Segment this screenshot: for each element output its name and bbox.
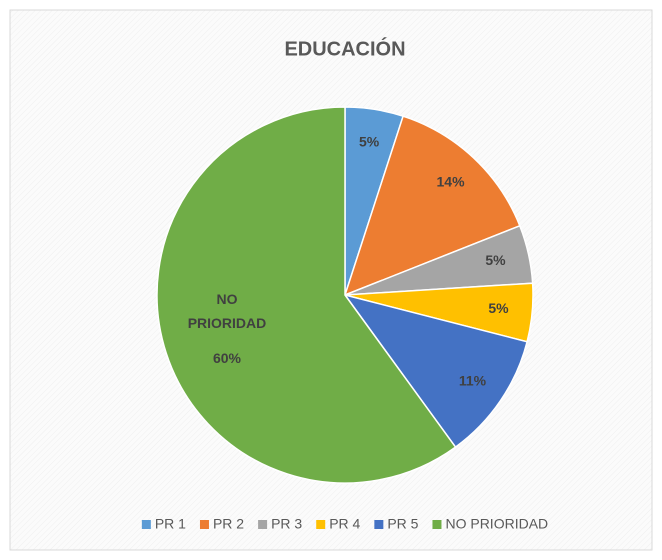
- data-label: 5%: [485, 252, 506, 268]
- legend-label: PR 3: [271, 516, 302, 532]
- data-label: 5%: [359, 133, 380, 149]
- legend-swatch: [258, 520, 268, 529]
- legend-label: PR 5: [387, 516, 418, 532]
- legend-label: NO PRIORIDAD: [445, 516, 548, 532]
- data-label: 60%: [213, 350, 242, 366]
- legend-swatch: [141, 520, 151, 529]
- chart-title: EDUCACIÓN: [284, 36, 405, 60]
- pie-slice: [343, 293, 529, 449]
- legend-swatch: [432, 520, 442, 529]
- legend-swatch: [316, 520, 326, 529]
- pie-slice: [343, 115, 521, 297]
- data-label: 5%: [488, 300, 509, 316]
- legend-swatch: [374, 520, 384, 529]
- data-label-name: NO PRIORIDAD: [187, 291, 267, 332]
- data-label: 14%: [437, 173, 466, 189]
- legend-label: PR 4: [329, 516, 360, 532]
- legend-swatch: [199, 520, 209, 529]
- pie-slice: [156, 106, 457, 484]
- legend-label: PR 1: [155, 516, 186, 532]
- legend-label: PR 2: [213, 516, 244, 532]
- data-label: 11%: [459, 372, 487, 388]
